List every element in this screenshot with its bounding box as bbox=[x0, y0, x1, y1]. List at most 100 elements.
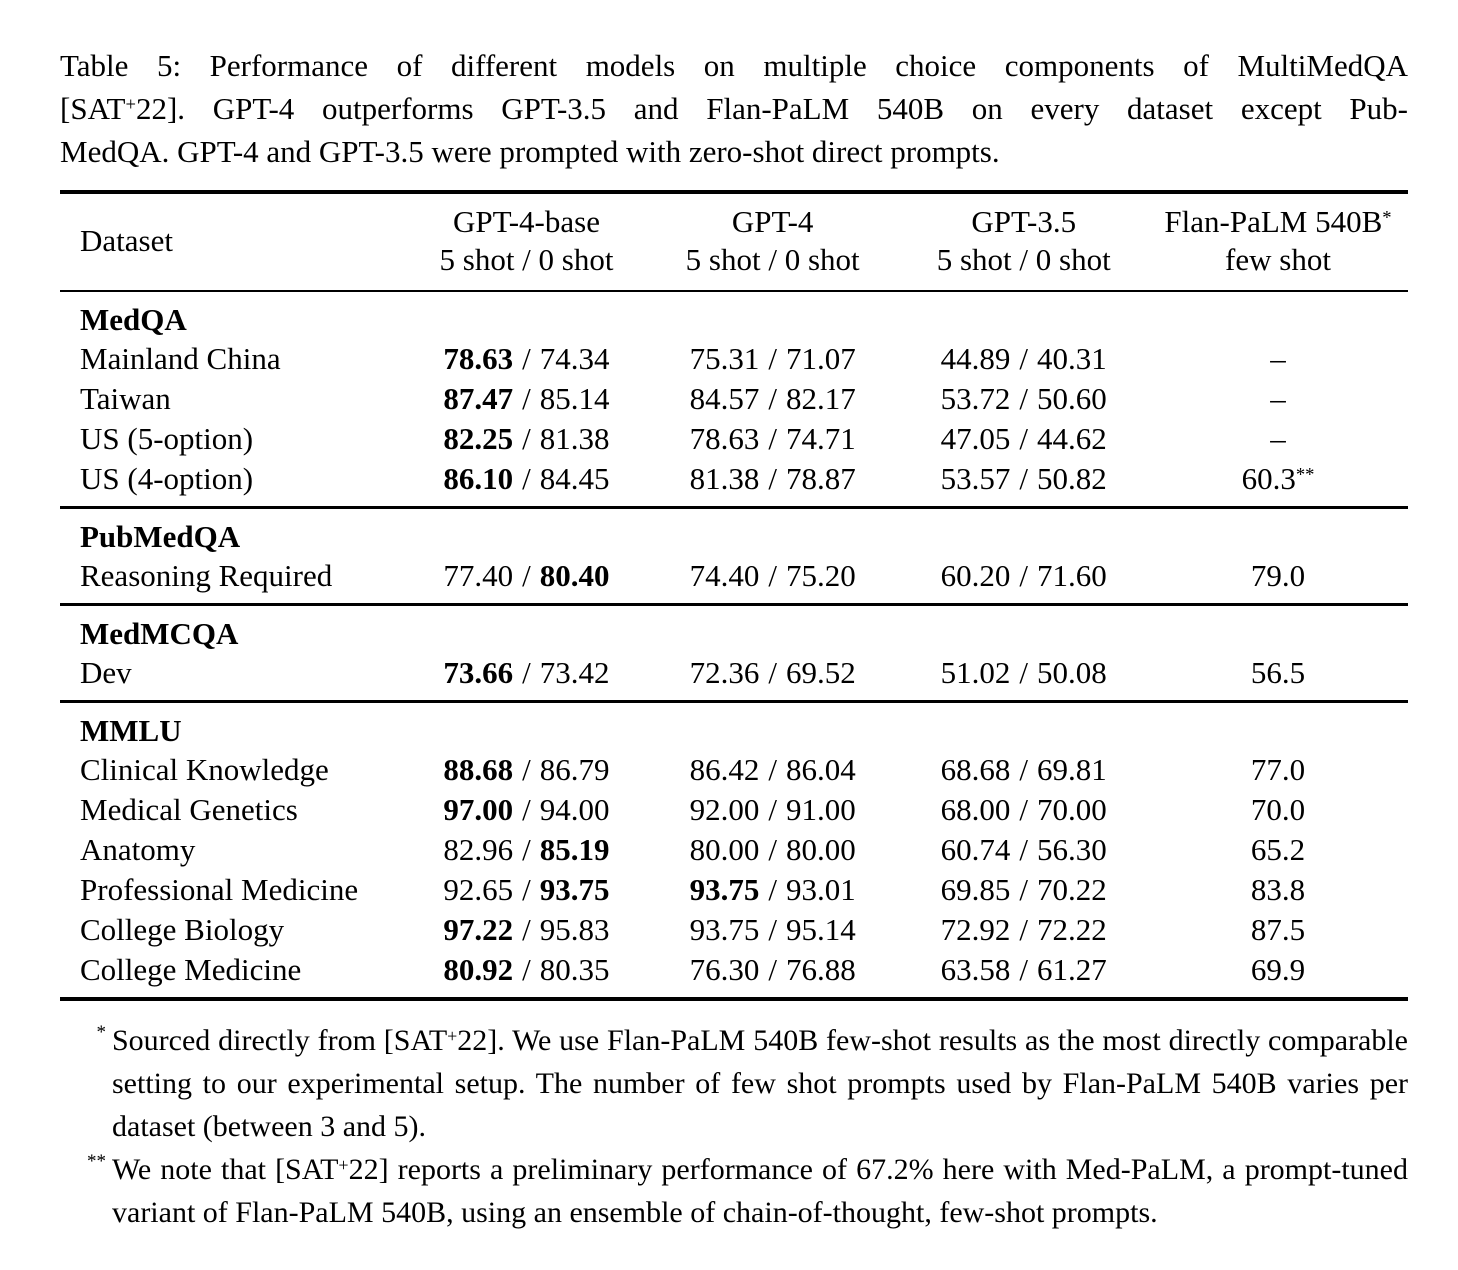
slash-separator: / bbox=[522, 558, 531, 593]
slash-separator: / bbox=[1019, 461, 1029, 496]
caption-text: [SAT bbox=[60, 91, 126, 126]
citation-superscript: + bbox=[447, 1025, 458, 1046]
score-5shot: 78.63 bbox=[443, 341, 514, 376]
slash-separator: / bbox=[768, 461, 777, 496]
dataset-label: Taiwan bbox=[80, 381, 171, 416]
slash-separator: / bbox=[768, 752, 777, 787]
section-header-row: PubMedQA bbox=[60, 508, 1408, 557]
dataset-cell: Dev bbox=[60, 653, 407, 702]
cell-gpt-4-base: 73.66/73.42 bbox=[407, 653, 646, 702]
footnotes: * Sourced directly from [SAT+22]. We use … bbox=[60, 1019, 1408, 1234]
cell-gpt-3-5: 53.72/50.60 bbox=[899, 379, 1148, 419]
model-name: GPT-4 bbox=[731, 204, 814, 239]
score-5shot: 68.68 bbox=[940, 752, 1011, 787]
score-0shot: 94.00 bbox=[539, 792, 610, 827]
dataset-cell: Professional Medicine bbox=[60, 870, 407, 910]
cell-gpt-3-5: 47.05/44.62 bbox=[899, 419, 1148, 459]
citation-superscript: + bbox=[338, 1154, 349, 1175]
score-fewshot: 77.0 bbox=[1250, 752, 1306, 787]
footnote-marker-double-star: ** bbox=[87, 1151, 106, 1172]
slash-separator: / bbox=[1019, 341, 1029, 376]
cell-flan-palm: 70.0 bbox=[1148, 790, 1408, 830]
model-name: Flan-PaLM 540B* bbox=[1148, 203, 1408, 241]
footnote-double-star: ** We note that [SAT+22] reports a prelim… bbox=[60, 1148, 1408, 1234]
score-0shot: 70.00 bbox=[1037, 792, 1107, 827]
cell-flan-palm: 79.0 bbox=[1148, 556, 1408, 605]
cell-gpt-4: 84.57/82.17 bbox=[646, 379, 900, 419]
section-medqa: MedQA Mainland China 78.63/74.34 75.31/7… bbox=[60, 291, 1408, 508]
score-5shot: 63.58 bbox=[940, 952, 1011, 987]
score-0shot: 74.34 bbox=[539, 341, 610, 376]
score-5shot: 93.75 bbox=[689, 872, 760, 907]
score-5shot: 60.20 bbox=[940, 558, 1011, 593]
score-5shot: 53.72 bbox=[940, 381, 1011, 416]
model-name: GPT-3.5 bbox=[971, 204, 1077, 239]
score-5shot: 80.00 bbox=[689, 832, 760, 867]
cell-gpt-4-base: 80.92/80.35 bbox=[407, 950, 646, 999]
slash-separator: / bbox=[1019, 912, 1029, 947]
dataset-cell: Taiwan bbox=[60, 379, 407, 419]
dataset-label: Professional Medicine bbox=[80, 872, 359, 907]
score-fewshot: 87.5 bbox=[1250, 912, 1306, 947]
dataset-label: College Medicine bbox=[80, 952, 302, 987]
score-5shot: 86.10 bbox=[443, 461, 514, 496]
score-0shot: 91.00 bbox=[785, 792, 856, 827]
cell-gpt-4-base: 77.40/80.40 bbox=[407, 556, 646, 605]
score-0shot: 78.87 bbox=[785, 461, 856, 496]
dataset-cell: Mainland China bbox=[60, 339, 407, 379]
score-5shot: 88.68 bbox=[443, 752, 514, 787]
dataset-cell: College Medicine bbox=[60, 950, 407, 999]
cell-gpt-4-base: 86.10/84.45 bbox=[407, 459, 646, 508]
dataset-cell: Clinical Knowledge bbox=[60, 750, 407, 790]
score-0shot: 50.82 bbox=[1037, 461, 1107, 496]
score-0shot: 71.07 bbox=[785, 341, 856, 376]
cell-gpt-3-5: 68.68/69.81 bbox=[899, 750, 1148, 790]
score-fewshot: – bbox=[1270, 381, 1286, 416]
cell-gpt-4-base: 92.65/93.75 bbox=[407, 870, 646, 910]
caption-line-3: MedQA. GPT-4 and GPT-3.5 were prompted w… bbox=[60, 130, 1408, 173]
slash-separator: / bbox=[522, 421, 531, 456]
table-row: Mainland China 78.63/74.34 75.31/71.07 4… bbox=[60, 339, 1408, 379]
score-0shot: 73.42 bbox=[539, 655, 610, 690]
section-pubmedqa: PubMedQA Reasoning Required 77.40/80.40 … bbox=[60, 507, 1408, 605]
caption-line-1: Table 5: Performance of different models… bbox=[60, 44, 1408, 87]
caption-text: 22]. GPT-4 outperforms GPT-3.5 and Flan-… bbox=[135, 91, 1408, 126]
dataset-cell: College Biology bbox=[60, 910, 407, 950]
slash-separator: / bbox=[1019, 655, 1029, 690]
slash-separator: / bbox=[1019, 752, 1029, 787]
score-5shot: 68.00 bbox=[940, 792, 1011, 827]
score-fewshot: – bbox=[1270, 341, 1286, 376]
slash-separator: / bbox=[768, 872, 777, 907]
shot-settings: 5 shot / 0 shot bbox=[685, 242, 860, 277]
score-5shot: 60.74 bbox=[940, 832, 1011, 867]
score-5shot: 84.57 bbox=[689, 381, 760, 416]
footnote-text: 22] reports a preliminary performance of… bbox=[112, 1153, 1408, 1229]
dataset-cell: US (5-option) bbox=[60, 419, 407, 459]
cell-gpt-4: 93.75/93.01 bbox=[646, 870, 900, 910]
score-0shot: 86.04 bbox=[785, 752, 856, 787]
model-name: GPT-4-base bbox=[453, 204, 600, 239]
slash-separator: / bbox=[768, 912, 777, 947]
score-0shot: 69.52 bbox=[785, 655, 856, 690]
section-mmlu: MMLU Clinical Knowledge 88.68/86.79 86.4… bbox=[60, 701, 1408, 1000]
table-row: US (5-option) 82.25/81.38 78.63/74.71 47… bbox=[60, 419, 1408, 459]
cell-gpt-3-5: 68.00/70.00 bbox=[899, 790, 1148, 830]
table-row: Professional Medicine 92.65/93.75 93.75/… bbox=[60, 870, 1408, 910]
dataset-label: Reasoning Required bbox=[80, 558, 333, 593]
cell-gpt-4-base: 88.68/86.79 bbox=[407, 750, 646, 790]
score-5shot: 86.42 bbox=[689, 752, 760, 787]
cell-gpt-3-5: 72.92/72.22 bbox=[899, 910, 1148, 950]
caption-line-2: [SAT+22]. GPT-4 outperforms GPT-3.5 and … bbox=[60, 87, 1408, 130]
cell-gpt-4: 76.30/76.88 bbox=[646, 950, 900, 999]
footnote-star: * Sourced directly from [SAT+22]. We use … bbox=[60, 1019, 1409, 1148]
slash-separator: / bbox=[768, 421, 777, 456]
dataset-cell: Reasoning Required bbox=[60, 556, 407, 605]
paper-page: Table 5: Performance of different models… bbox=[60, 44, 1408, 1234]
score-0shot: 50.60 bbox=[1037, 381, 1107, 416]
cell-flan-palm: 77.0 bbox=[1148, 750, 1408, 790]
score-0shot: 86.79 bbox=[539, 752, 610, 787]
score-5shot: 92.65 bbox=[443, 872, 514, 907]
score-0shot: 95.14 bbox=[785, 912, 856, 947]
section-medmcqa: MedMCQA Dev 73.66/73.42 72.36/69.52 51.0… bbox=[60, 604, 1408, 702]
score-0shot: 71.60 bbox=[1037, 558, 1107, 593]
